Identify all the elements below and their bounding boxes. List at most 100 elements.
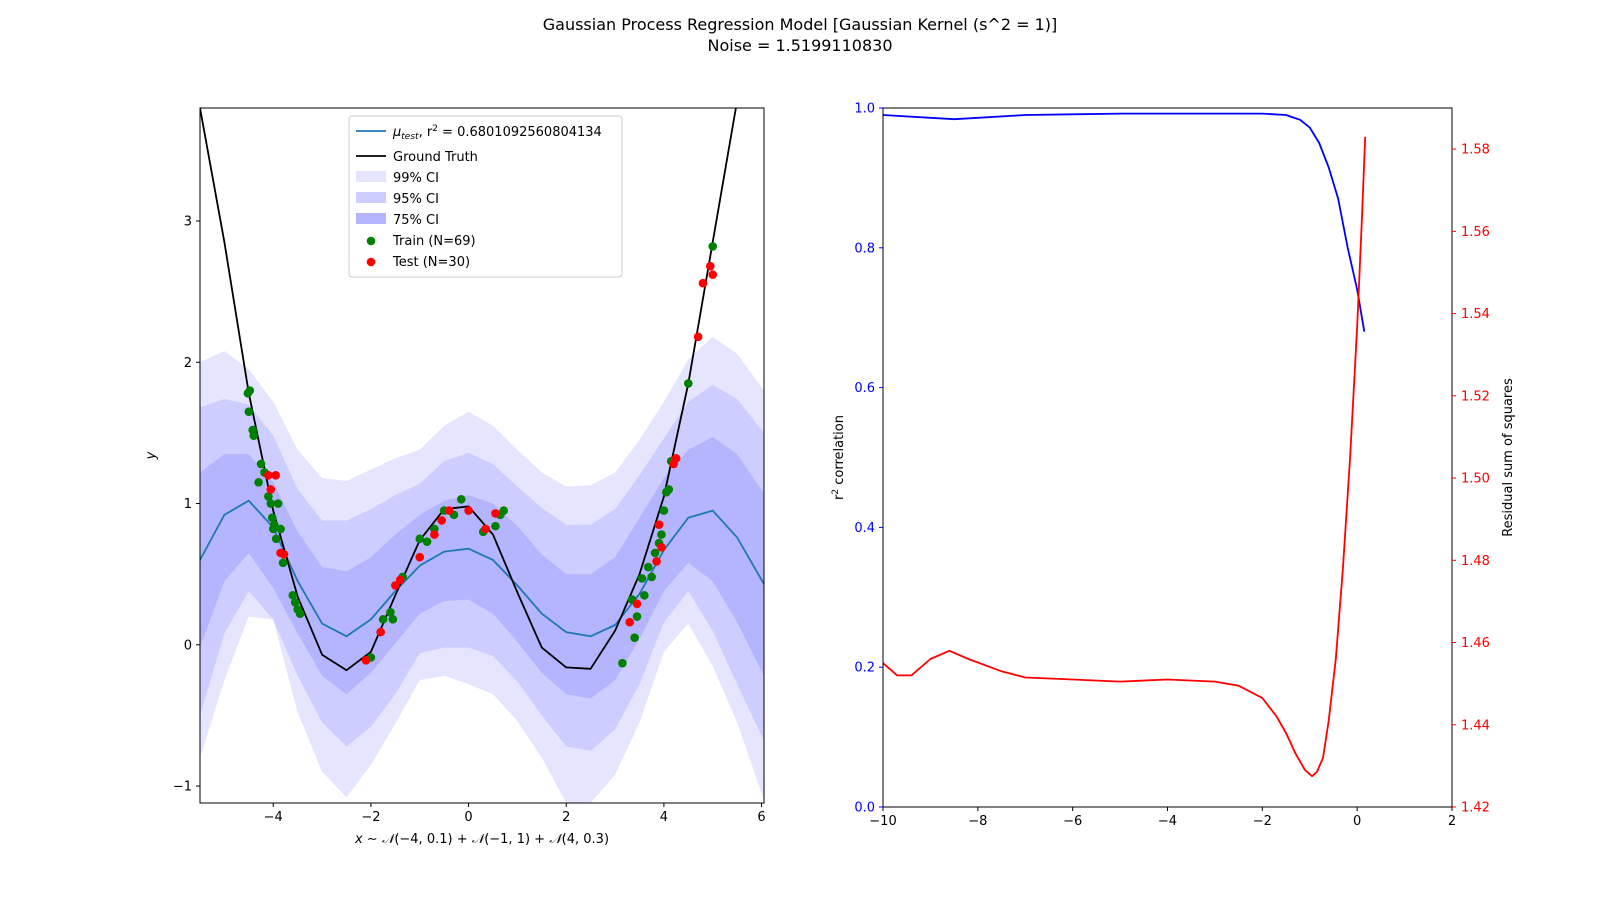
right-y-tick-label: 1.46	[1461, 636, 1490, 651]
train-point	[643, 562, 653, 572]
curves	[882, 112, 1367, 778]
y-axis-ticks: −1 0 1 2 3	[173, 215, 200, 795]
train-point	[388, 615, 398, 624]
left-y-tick-label: 0.6	[854, 381, 875, 396]
train-point	[273, 499, 283, 508]
legend-ground-truth-label: Ground Truth	[393, 150, 478, 165]
left-y-tick-label: 0.0	[854, 801, 875, 816]
train-point	[271, 534, 281, 544]
left-y-tick-label: 0.8	[854, 241, 875, 256]
right-y-tick-label: 1.58	[1461, 143, 1490, 158]
train-point	[491, 521, 500, 531]
right-y-tick-label: 1.56	[1461, 225, 1490, 240]
legend-train-label: Train (N=69)	[392, 234, 476, 249]
right-y-axis-ticks: 1.42 1.44 1.46 1.48 1.50 1.52 1.54 1.56 1.58	[1452, 143, 1490, 816]
test-point	[361, 656, 371, 665]
train-point	[632, 612, 642, 621]
train-point	[637, 574, 647, 583]
test-point	[444, 506, 454, 515]
train-point	[684, 379, 693, 388]
train-point	[647, 572, 656, 582]
right-y-tick-label: 1.54	[1461, 307, 1490, 322]
train-point	[276, 524, 285, 534]
train-point	[290, 598, 300, 607]
legend-box	[348, 115, 623, 278]
test-point	[693, 332, 703, 342]
noise-sweep-chart: −10 −8 −6 −4 −2 0 2 0.00.20.40.60.81.0 1.421.4…	[831, 102, 1516, 830]
x-axis-label: x ∼ 𝒩(−4, 0.1) + 𝒩(−1, 1) + 𝒩(4, 0.3)	[354, 832, 609, 847]
x-tick-label: 4	[660, 810, 668, 825]
x-tick-label: 2	[1448, 814, 1456, 829]
test-point	[671, 454, 681, 463]
train-point	[657, 530, 666, 539]
test-point	[491, 509, 500, 518]
x-tick-label: −2	[1253, 814, 1272, 829]
train-point	[378, 615, 388, 624]
train-point	[386, 607, 395, 617]
x-tick-label: −8	[968, 814, 987, 829]
legend: μtest, r2 = 0.6801092560804134 Ground Tru…	[348, 115, 623, 278]
train-point	[256, 459, 266, 469]
test-point	[437, 516, 447, 525]
y-tick-label: 0	[184, 638, 192, 653]
gp-regression-chart: −4 −2 0 2 4 6 −1 0 1 2 3 x ∼ 𝒩(−4, 0.1) + 𝒩(−1, 1…	[144, 107, 766, 847]
train-point	[264, 492, 273, 501]
title-line-1: Gaussian Process Regression Model [Gauss…	[542, 15, 1058, 34]
title-line-2: Noise = 1.5199110830	[707, 36, 893, 55]
rss-line	[882, 136, 1367, 778]
right-y-axis-label: Residual sum of squares	[1501, 378, 1516, 537]
ci-bands	[200, 336, 764, 803]
x-tick-label: −2	[361, 810, 380, 825]
train-point	[269, 520, 279, 530]
train-point	[266, 499, 276, 508]
plot-frame	[199, 107, 765, 804]
test-point	[376, 627, 385, 637]
y-tick-label: −1	[173, 780, 192, 795]
legend-ci99-label: 99% CI	[393, 171, 439, 186]
x-tick-label: −4	[264, 810, 283, 825]
train-point	[249, 431, 259, 441]
legend-mu-label: μtest, r2 = 0.6801092560804134	[392, 124, 602, 142]
test-point	[657, 543, 666, 552]
train-point	[640, 591, 649, 600]
train-point	[295, 609, 305, 619]
legend-train-marker	[366, 236, 376, 246]
x-tick-label: 0	[1353, 814, 1361, 829]
train-point	[288, 591, 298, 600]
test-point	[279, 550, 289, 559]
plot-frame	[882, 107, 1453, 808]
legend-ci75-label: 75% CI	[393, 213, 439, 228]
train-point	[456, 494, 466, 504]
right-y-tick-label: 1.48	[1461, 554, 1490, 569]
train-point	[267, 513, 277, 522]
right-y-tick-label: 1.42	[1461, 801, 1490, 816]
curves	[200, 108, 764, 672]
train-point	[630, 633, 639, 643]
legend-test-marker	[366, 257, 376, 267]
train-point	[708, 242, 718, 251]
train-point	[499, 506, 509, 515]
test-point	[705, 261, 715, 271]
x-tick-label: −6	[1063, 814, 1082, 829]
train-point	[650, 548, 660, 558]
test-point	[415, 552, 425, 562]
test-point	[708, 270, 718, 279]
y-tick-label: 1	[184, 497, 192, 512]
left-y-tick-label: 0.2	[854, 661, 875, 676]
y-tick-label: 2	[184, 356, 192, 371]
train-point	[245, 386, 255, 395]
left-y-axis-label: r2 correlation	[831, 415, 847, 500]
train-point	[422, 537, 432, 546]
test-point	[632, 599, 642, 609]
test-point	[652, 557, 661, 566]
x-tick-label: 2	[562, 810, 570, 825]
train-point	[415, 534, 425, 544]
x-axis-ticks: −10 −8 −6 −4 −2 0 2	[869, 807, 1456, 829]
y-tick-label: 3	[184, 215, 192, 230]
test-point	[395, 575, 405, 585]
test-point	[266, 485, 276, 494]
left-y-axis-ticks: 0.0 0.2 0.4 0.6 0.8 1.0	[854, 102, 883, 816]
train-point	[618, 658, 627, 668]
x-axis-ticks: −4 −2 0 2 4 6	[264, 803, 766, 825]
